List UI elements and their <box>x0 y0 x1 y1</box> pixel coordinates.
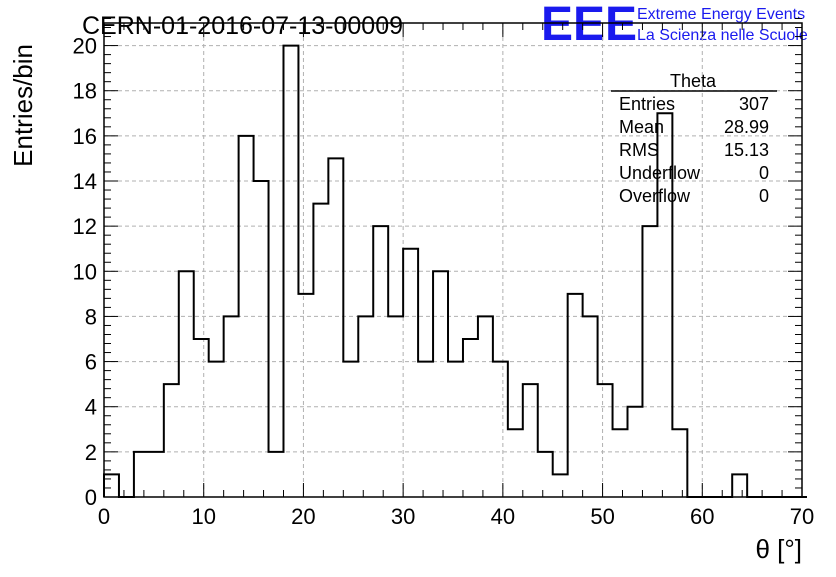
x-axis-label: θ [°] <box>755 534 802 564</box>
logo-subtitle-line1: Extreme Energy Events <box>637 6 805 23</box>
histogram-bin <box>508 429 523 497</box>
y-tick-label: 16 <box>73 124 97 149</box>
stats-label-rms: RMS <box>619 140 659 160</box>
x-tick-label: 30 <box>391 504 415 529</box>
stats-value-entries: 307 <box>739 94 769 114</box>
histogram-outline <box>103 44 807 498</box>
histogram-bin <box>149 452 164 497</box>
x-tick-label: 0 <box>98 504 110 529</box>
y-tick-label: 2 <box>85 440 97 465</box>
histogram-bin <box>209 362 224 497</box>
histogram-bin <box>672 429 687 497</box>
histogram-bin <box>269 452 284 497</box>
histogram-bin <box>313 204 328 497</box>
stats-label-mean: Mean <box>619 117 664 137</box>
histogram-bin <box>194 339 209 497</box>
stats-label-overflow: Overflow <box>619 186 691 206</box>
histogram-bin <box>418 362 433 497</box>
histogram-bin <box>538 452 553 497</box>
run-title: CERN-01-2016-07-13-00009 <box>82 12 403 40</box>
x-tick-labels: 0 10 20 30 40 50 60 70 <box>98 504 814 529</box>
histogram-bin <box>448 362 463 497</box>
histogram-bin <box>343 362 358 497</box>
stats-label-entries: Entries <box>619 94 675 114</box>
y-tick-label: 12 <box>73 214 97 239</box>
stats-value-underflow: 0 <box>759 163 769 183</box>
y-tick-label: 14 <box>73 169 97 194</box>
histogram-bin <box>523 384 538 497</box>
eee-logo: EEE <box>541 0 637 51</box>
histogram-bin <box>164 384 179 497</box>
y-tick-label: 20 <box>73 34 97 59</box>
histogram-bin <box>134 452 149 497</box>
stats-value-overflow: 0 <box>759 186 769 206</box>
stats-value-rms: 15.13 <box>724 140 769 160</box>
y-tick-label: 4 <box>85 395 97 420</box>
y-axis-label: Entries/bin <box>8 44 38 167</box>
y-tick-label: 8 <box>85 304 97 329</box>
histogram-bin <box>433 271 448 497</box>
y-tick-labels: 0 2 4 6 8 10 12 14 16 18 20 <box>73 34 97 510</box>
stats-box: Theta Entries 307 Mean 28.99 RMS 15.13 U… <box>611 71 777 206</box>
stats-title: Theta <box>670 71 717 91</box>
histogram-bin <box>493 362 508 497</box>
stats-label-underflow: Underflow <box>619 163 701 183</box>
x-tick-label: 70 <box>790 504 814 529</box>
histogram-bin <box>553 474 568 497</box>
plot-frame <box>103 22 803 498</box>
histogram-bin <box>104 474 119 497</box>
histogram-bin <box>298 294 313 497</box>
histogram-bin <box>179 271 194 497</box>
y-tick-label: 10 <box>73 259 97 284</box>
x-tick-label: 20 <box>291 504 315 529</box>
x-tick-label: 10 <box>191 504 215 529</box>
y-tick-label: 6 <box>85 350 97 375</box>
y-tick-label: 0 <box>85 485 97 510</box>
y-tick-label: 18 <box>73 79 97 104</box>
histogram-bin <box>328 158 343 497</box>
histogram-bin <box>598 384 613 497</box>
histogram-bin <box>613 429 628 497</box>
x-tick-label: 60 <box>690 504 714 529</box>
logo-subtitle-line2: La Scienza nelle Scuole <box>637 27 808 44</box>
histogram-bin <box>568 294 583 497</box>
histogram-bin <box>403 249 418 497</box>
stats-value-mean: 28.99 <box>724 117 769 137</box>
x-tick-label: 50 <box>590 504 614 529</box>
x-tick-label: 40 <box>491 504 515 529</box>
histogram-bin <box>732 474 747 497</box>
histogram-bin <box>254 181 269 497</box>
grid-lines <box>104 23 802 497</box>
histogram-bin <box>463 339 478 497</box>
